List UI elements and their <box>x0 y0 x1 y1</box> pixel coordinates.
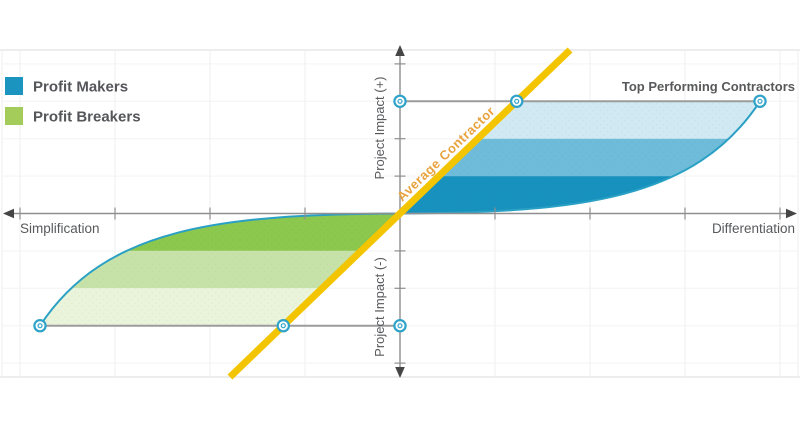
x-axis-right-arrow-icon <box>786 208 797 219</box>
marker-average-negative-icon <box>276 319 290 333</box>
profit-breakers-area <box>40 213 400 326</box>
y-axis-positive-label: Project Impact (+) <box>372 77 387 180</box>
marker-top-performer-icon <box>753 94 767 109</box>
legend-label-profit-makers: Profit Makers <box>33 79 128 96</box>
profit-makers-curve <box>399 100 761 215</box>
y-axis-down-arrow-icon <box>395 367 405 378</box>
marker-origin-negative-icon <box>393 319 407 333</box>
marker-low-performer-icon <box>33 319 47 333</box>
y-axis-negative-label: Project Impact (-) <box>372 257 387 357</box>
legend: Profit Makers Profit Breakers <box>5 77 141 126</box>
data-point-markers <box>33 94 767 333</box>
x-axis-positive-label: Differentiation <box>712 221 795 236</box>
x-axis-left-arrow-icon <box>3 208 14 219</box>
marker-average-positive-icon <box>510 94 524 109</box>
profit-breakers-curve <box>39 212 401 327</box>
top-performing-contractors-label: Top Performing Contractors <box>622 79 795 94</box>
marker-origin-positive-icon <box>393 94 407 109</box>
legend-label-profit-breakers: Profit Breakers <box>33 109 141 126</box>
legend-swatch-profit-breakers <box>5 107 23 125</box>
x-axis-negative-label: Simplification <box>20 221 100 236</box>
legend-swatch-profit-makers <box>5 77 23 95</box>
y-axis-up-arrow-icon <box>395 45 405 56</box>
